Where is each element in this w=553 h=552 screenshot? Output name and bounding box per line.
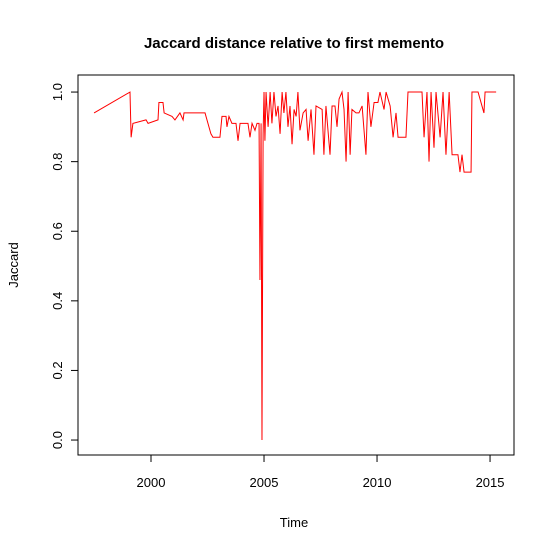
y-tick-label: 0.2 (50, 361, 65, 379)
y-tick-label: 0.8 (50, 153, 65, 171)
y-tick-label: 0.4 (50, 292, 65, 310)
chart-title: Jaccard distance relative to first memen… (144, 35, 444, 52)
x-tick-label: 2005 (250, 475, 279, 490)
x-tick-label: 2010 (363, 475, 392, 490)
y-tick-label: 1.0 (50, 83, 65, 101)
x-axis-label: Time (280, 515, 308, 530)
data-line (93, 90, 497, 441)
x-tick-label: 2000 (137, 475, 166, 490)
x-tick-label: 2015 (476, 475, 505, 490)
y-tick-label: 0.6 (50, 222, 65, 240)
y-tick-label: 0.0 (50, 431, 65, 449)
y-axis-label: Jaccard (6, 242, 21, 288)
